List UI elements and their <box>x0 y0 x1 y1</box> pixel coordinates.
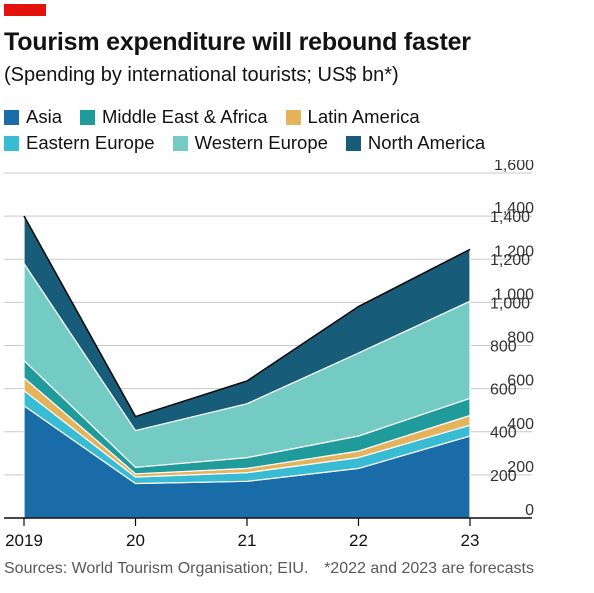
right-tick-label: 1,200 <box>494 243 534 260</box>
brand-red-bar <box>4 4 46 16</box>
right-tick-label: 1,400 <box>494 200 534 217</box>
legend-swatch-western-europe <box>172 135 188 151</box>
area-layers <box>23 215 471 519</box>
left-tick-label: 1,200 <box>490 252 530 269</box>
legend-row: Eastern Europe Western Europe North Amer… <box>4 130 584 156</box>
right-axis-tick-labels: 1,600 1,400 1,200 1,000 800 600 400 200 0 <box>494 160 534 519</box>
right-tick-label: 0 <box>525 502 534 519</box>
right-tick-label: 800 <box>507 330 534 347</box>
legend-item-latin-america: Latin America <box>285 106 420 128</box>
legend-label: Latin America <box>307 106 420 127</box>
left-tick-label: 200 <box>490 468 517 485</box>
right-tick-label: 400 <box>507 416 534 433</box>
legend-item-asia: Asia <box>4 106 62 128</box>
legend-label: Eastern Europe <box>26 132 155 153</box>
legend-row: Asia Middle East & Africa Latin America <box>4 104 584 130</box>
chart-title: Tourism expenditure will rebound faster <box>4 28 471 56</box>
legend-item-north-america: North America <box>345 132 486 154</box>
left-axis-tick-labels: 1,400 1,200 1,000 800 600 400 200 <box>490 209 530 485</box>
left-tick-label: 600 <box>490 382 517 399</box>
right-tick-label: 200 <box>507 459 534 476</box>
x-tick-label: 2019 <box>5 531 43 550</box>
left-tick-label: 1,400 <box>490 209 530 226</box>
right-tick-label: 600 <box>507 373 534 390</box>
legend-swatch-latin-america <box>285 109 301 125</box>
left-tick-label: 800 <box>490 338 517 355</box>
right-tick-label: 1,600 <box>494 160 534 174</box>
x-tick-label: 23 <box>461 531 480 550</box>
x-tick-label: 21 <box>238 531 257 550</box>
legend-label: Western Europe <box>194 132 328 153</box>
legend-label: Middle East & Africa <box>102 106 268 127</box>
legend-swatch-middle-east-africa <box>80 109 95 125</box>
legend-swatch-asia <box>4 109 19 125</box>
legend-label: Asia <box>26 106 62 127</box>
x-tick-label: 20 <box>126 531 145 550</box>
total-outline <box>23 215 471 418</box>
source-note: Sources: World Tourism Organisation; EIU… <box>4 560 309 577</box>
forecast-note: *2022 and 2023 are forecasts <box>324 560 534 577</box>
legend: Asia Middle East & Africa Latin America … <box>4 104 584 156</box>
left-tick-label: 400 <box>490 425 517 442</box>
left-tick-label: 1,000 <box>490 295 530 312</box>
legend-label: North America <box>367 132 486 153</box>
legend-item-western-europe: Western Europe <box>172 132 328 154</box>
legend-item-middle-east-africa: Middle East & Africa <box>80 106 268 128</box>
x-tick-label: 22 <box>349 531 368 550</box>
legend-swatch-north-america <box>345 135 361 151</box>
right-tick-label: 1,000 <box>494 286 534 303</box>
chart-subtitle: (Spending by international tourists; US$… <box>4 64 399 86</box>
x-axis: 2019 20 21 22 23 <box>4 517 532 550</box>
legend-item-eastern-europe: Eastern Europe <box>4 132 155 154</box>
legend-swatch-eastern-europe <box>4 135 19 151</box>
